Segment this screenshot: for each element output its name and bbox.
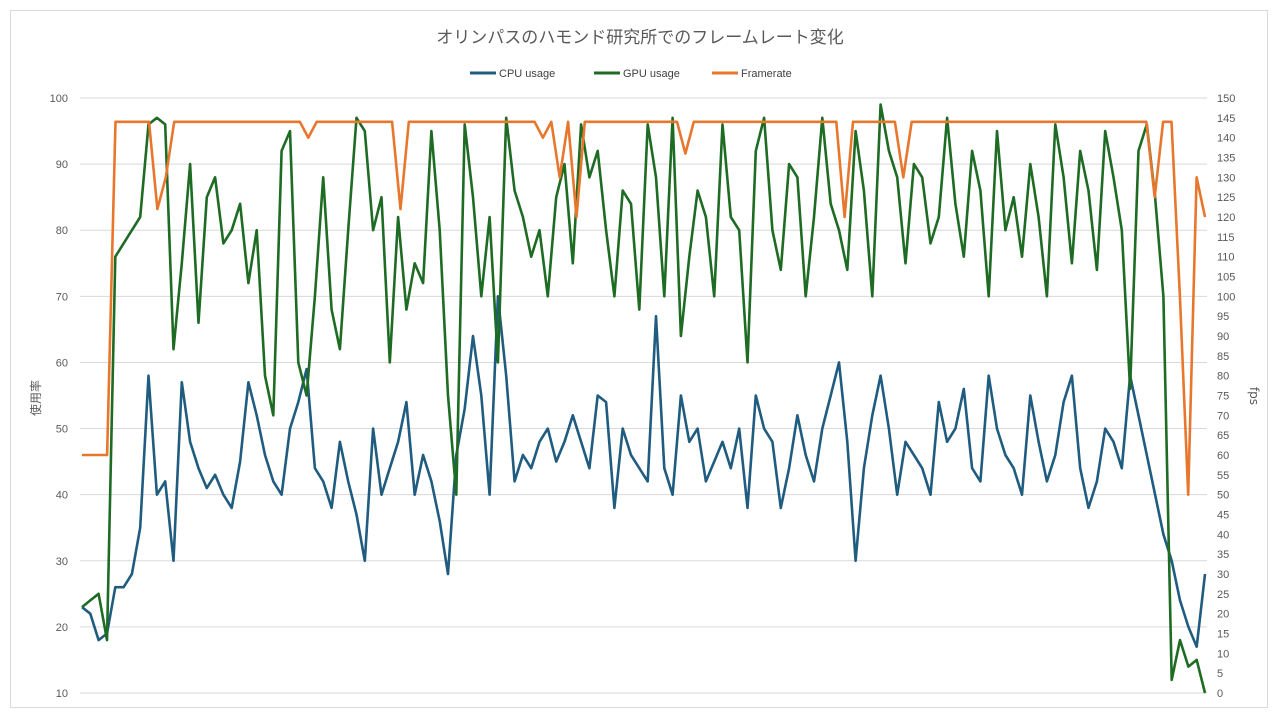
left-axis-label: 使用率 <box>28 380 43 416</box>
right-tick-label: 95 <box>1217 311 1229 323</box>
right-tick-label: 105 <box>1217 272 1235 284</box>
right-axis-ticks: 0 5 10 15 20 25 30 35 40 45 50 55 60 65 70 75 80 85 90 95 10… <box>1217 93 1235 700</box>
right-tick-label: 120 <box>1217 212 1235 224</box>
right-tick-label: 110 <box>1217 252 1235 264</box>
left-tick-label: 60 <box>56 357 68 369</box>
right-tick-label: 20 <box>1217 609 1229 621</box>
left-tick-label: 20 <box>56 622 68 634</box>
right-tick-label: 90 <box>1217 331 1229 343</box>
right-tick-label: 55 <box>1217 470 1229 482</box>
right-tick-label: 115 <box>1217 232 1235 244</box>
left-tick-label: 80 <box>56 225 68 237</box>
right-tick-label: 70 <box>1217 410 1229 422</box>
right-tick-label: 150 <box>1217 93 1235 105</box>
left-tick-label: 50 <box>56 424 68 436</box>
right-tick-label: 125 <box>1217 192 1235 204</box>
right-tick-label: 45 <box>1217 510 1229 522</box>
right-tick-label: 60 <box>1217 450 1229 462</box>
right-tick-label: 100 <box>1217 291 1235 303</box>
right-tick-label: 145 <box>1217 113 1235 125</box>
right-tick-label: 135 <box>1217 153 1235 165</box>
right-tick-label: 15 <box>1217 629 1229 641</box>
series-line-cpu-usage <box>81 294 1207 649</box>
right-tick-label: 0 <box>1217 688 1223 700</box>
right-tick-label: 80 <box>1217 371 1229 383</box>
right-tick-label: 25 <box>1217 589 1229 601</box>
right-tick-label: 85 <box>1217 351 1229 363</box>
left-tick-label: 40 <box>56 490 68 502</box>
right-tick-label: 50 <box>1217 490 1229 502</box>
chart-title: オリンパスのハモンド研究所でのフレームレート変化 <box>436 28 844 48</box>
legend-label: Framerate <box>741 68 792 80</box>
series-line-framerate <box>82 120 1207 497</box>
left-tick-label: 30 <box>56 556 68 568</box>
series-lines <box>81 103 1207 694</box>
right-tick-label: 30 <box>1217 569 1229 581</box>
right-tick-label: 35 <box>1217 549 1229 561</box>
left-tick-label: 70 <box>56 291 68 303</box>
right-tick-label: 40 <box>1217 529 1229 541</box>
right-axis-label: fps <box>1247 387 1261 405</box>
left-tick-label: 10 <box>56 688 68 700</box>
left-tick-label: 100 <box>50 93 68 105</box>
legend-label: CPU usage <box>499 68 555 80</box>
right-tick-label: 140 <box>1217 133 1235 145</box>
gridlines <box>80 97 1207 694</box>
right-tick-label: 10 <box>1217 648 1229 660</box>
right-tick-label: 130 <box>1217 172 1235 184</box>
left-axis-ticks: 10 20 30 40 50 60 70 80 90 100 <box>50 93 68 700</box>
legend-label: GPU usage <box>623 68 680 80</box>
left-tick-label: 90 <box>56 159 68 171</box>
legend: CPU usage GPU usage Framerate <box>470 68 792 80</box>
chart-area <box>10 10 1268 708</box>
right-tick-label: 5 <box>1217 668 1223 680</box>
right-tick-label: 75 <box>1217 391 1229 403</box>
series-line-gpu-usage <box>81 103 1207 694</box>
right-tick-label: 65 <box>1217 430 1229 442</box>
